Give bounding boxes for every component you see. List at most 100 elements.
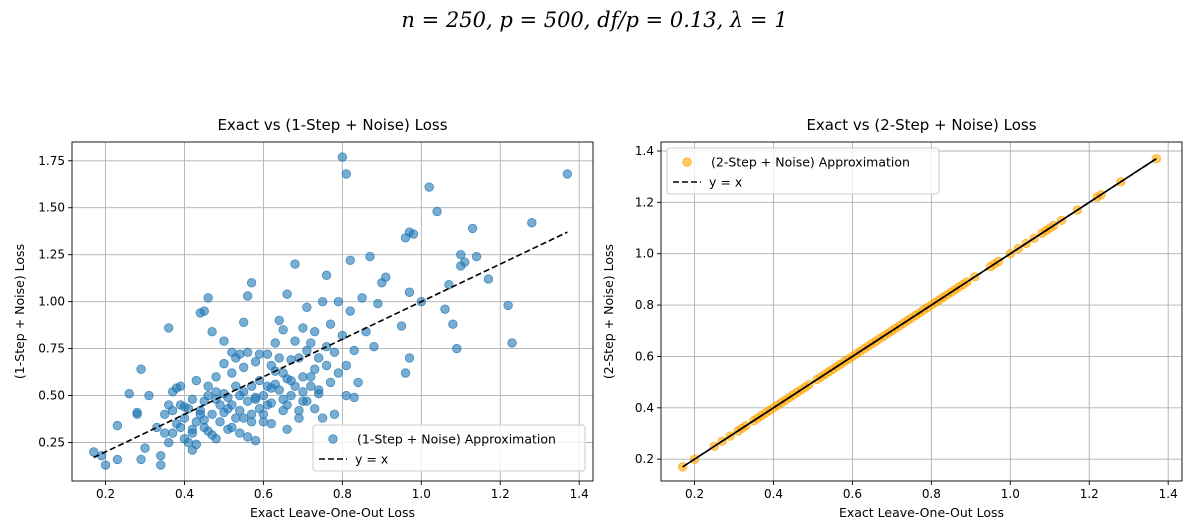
data-point: [112, 420, 123, 431]
data-point: [100, 460, 111, 470]
data-point: [270, 338, 280, 348]
data-point: [187, 394, 198, 405]
data-point: [231, 413, 241, 423]
data-point: [298, 396, 308, 406]
data-point: [242, 347, 253, 358]
y-axis-label: (1-Step + Noise) Loss: [12, 244, 27, 379]
data-point: [156, 450, 166, 461]
identity-line: [682, 158, 1157, 468]
x-tick-label: 1.2: [1080, 487, 1099, 501]
data-point: [250, 392, 261, 403]
data-point: [325, 377, 336, 388]
y-tick-label: 1.75: [38, 154, 65, 168]
data-point: [365, 251, 375, 262]
x-tick-label: 0.2: [96, 487, 115, 501]
chart-panel-2: Exact vs (2-Step + Noise) Loss 0.2 0.4 0.6 0…: [601, 116, 1183, 520]
data-point: [254, 349, 265, 359]
data-point: [152, 422, 162, 433]
data-point: [187, 424, 198, 435]
data-point: [306, 338, 316, 348]
y-tick-label: 1.00: [38, 295, 65, 309]
chart-title: Exact vs (1-Step + Noise) Loss: [217, 116, 447, 134]
data-point: [258, 409, 269, 420]
data-point: [250, 357, 261, 367]
data-point: [452, 343, 462, 354]
data-point: [341, 169, 352, 179]
data-point: [294, 405, 304, 416]
data-point: [298, 372, 308, 382]
data-point: [353, 377, 363, 388]
data-point: [286, 375, 296, 386]
x-tick-label: 0.2: [685, 487, 704, 501]
data-point: [310, 326, 320, 337]
data-point: [238, 413, 249, 423]
data-point: [448, 319, 458, 329]
x-tick-label: 1.2: [491, 487, 510, 501]
data-point: [219, 336, 229, 346]
chart-panel-1: Exact vs (1-Step + Noise) Loss 0.2 0.4 0.6 0…: [12, 116, 594, 520]
data-point: [467, 223, 478, 234]
data-point: [274, 353, 284, 363]
data-point: [144, 390, 154, 401]
y-tick-label: 0.6: [635, 349, 654, 363]
data-point: [282, 424, 292, 435]
data-point: [404, 287, 415, 297]
data-point: [286, 390, 296, 401]
data-point: [483, 274, 494, 284]
data-point: [369, 342, 379, 352]
figure-suptitle: n = 250, p = 500, df/p = 0.13, λ = 1: [401, 8, 788, 32]
data-point: [235, 349, 245, 359]
data-point: [282, 289, 292, 299]
y-tick-label: 0.2: [635, 452, 654, 466]
y-tick-label: 1.0: [635, 247, 654, 261]
x-tick-label: 0.4: [175, 487, 194, 501]
data-point: [227, 422, 237, 433]
x-tick-label: 1.0: [412, 487, 431, 501]
data-point: [191, 439, 202, 450]
legend-label: (1-Step + Noise) Approximation: [357, 432, 556, 447]
y-tick-label: 0.25: [38, 435, 65, 449]
data-point: [179, 402, 190, 412]
legend: (1-Step + Noise) Approximation y = x: [312, 424, 586, 472]
data-point: [175, 422, 186, 433]
data-point: [298, 387, 308, 397]
x-axis-label: Exact Leave-One-Out Loss: [839, 505, 1004, 520]
legend-label: y = x: [355, 452, 388, 467]
data-point: [333, 368, 344, 378]
data-point: [262, 400, 273, 410]
data-point: [160, 409, 170, 420]
data-point: [235, 405, 245, 416]
data-point: [242, 432, 253, 442]
data-point: [290, 336, 300, 346]
data-point: [337, 152, 348, 162]
data-point: [507, 338, 517, 348]
data-point: [227, 368, 237, 378]
y-tick-label: 0.4: [635, 401, 654, 415]
data-point: [321, 360, 332, 371]
data-point: [341, 390, 352, 401]
data-point: [207, 409, 217, 420]
data-point: [191, 375, 202, 386]
data-point: [329, 347, 340, 358]
y-tick-label: 1.50: [38, 201, 65, 215]
data-point: [278, 325, 288, 335]
data-point: [156, 460, 166, 470]
data-point: [321, 270, 332, 281]
data-point: [317, 296, 328, 307]
data-point: [274, 315, 284, 326]
data-point: [282, 400, 292, 410]
data-point: [456, 249, 466, 260]
data-point: [408, 229, 419, 239]
x-tick-label: 0.8: [922, 487, 941, 501]
data-point: [266, 419, 277, 429]
data-point: [199, 415, 209, 425]
data-point: [432, 206, 442, 217]
data-point: [89, 447, 99, 457]
data-point: [258, 390, 269, 401]
legend-marker: [328, 434, 338, 444]
data-point: [242, 291, 253, 301]
x-tick-label: 0.8: [333, 487, 352, 501]
y-axis-label: (2-Step + Noise) Loss: [601, 244, 616, 379]
legend-label: y = x: [709, 175, 742, 190]
